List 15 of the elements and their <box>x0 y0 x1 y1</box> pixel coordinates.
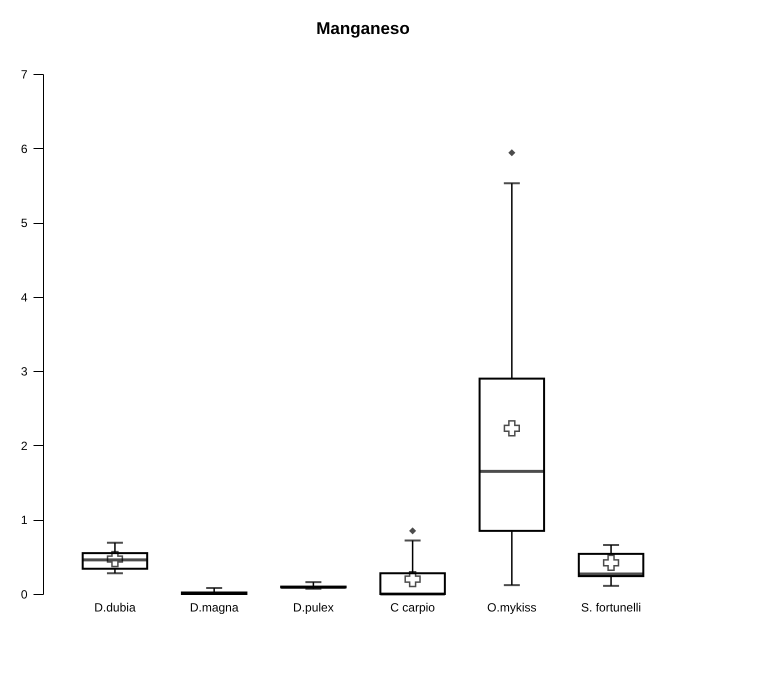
y-tick-label: 2 <box>20 438 28 453</box>
x-tick-label: D.dubia <box>94 600 136 614</box>
y-tick-label: 4 <box>20 290 28 304</box>
y-tick-label: 6 <box>20 142 28 156</box>
y-tick-label: 0 <box>20 588 28 602</box>
x-tick-label: D.magna <box>190 600 239 614</box>
x-tick-label: C carpio <box>390 600 436 614</box>
chart-title: Manganeso <box>316 19 410 38</box>
x-tick-label: D.pulex <box>293 600 334 614</box>
x-tick-label: O.mykiss <box>487 600 537 614</box>
y-tick-label: 3 <box>20 364 28 379</box>
x-tick-label: S. fortunelli <box>581 600 642 614</box>
y-tick-label: 1 <box>20 513 28 528</box>
y-tick-label: 5 <box>20 216 28 230</box>
y-tick-label: 7 <box>20 68 28 82</box>
